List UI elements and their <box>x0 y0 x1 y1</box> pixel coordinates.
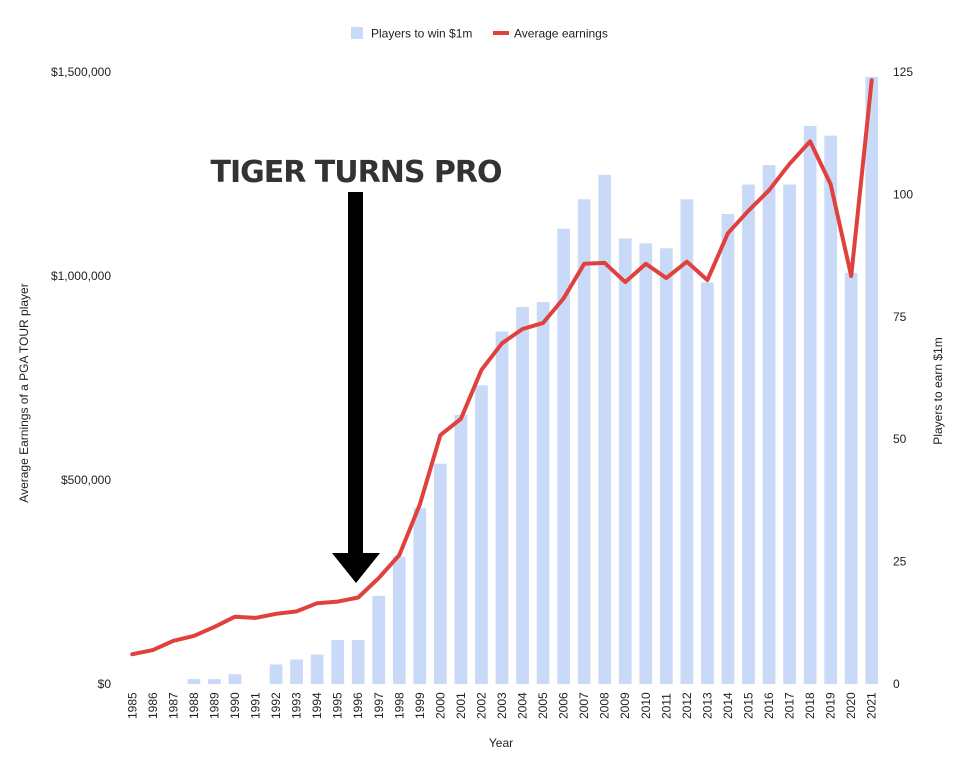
right-tick-label: 50 <box>893 432 907 446</box>
x-tick-label: 1990 <box>228 692 242 719</box>
bar-1989 <box>208 679 221 684</box>
right-axis: 0 25 50 75 100 125 <box>893 65 913 691</box>
x-tick-label: 1997 <box>372 692 386 719</box>
bar-2008 <box>598 174 612 685</box>
right-tick-label: 125 <box>893 65 913 79</box>
x-tick-label: 2003 <box>495 692 509 719</box>
bar-2020 <box>844 272 858 684</box>
x-tick-label: 2004 <box>516 692 530 719</box>
bar-2007 <box>577 199 591 684</box>
x-tick-label: 1989 <box>207 692 221 719</box>
bar-2011 <box>659 248 673 685</box>
bar-2010 <box>639 243 653 685</box>
legend-swatch-line <box>493 31 509 35</box>
bar-2009 <box>618 238 632 685</box>
annotation-text: TIGER TURNS PRO <box>211 155 502 190</box>
bar-2017 <box>783 184 796 684</box>
legend-label-line: Average earnings <box>514 27 608 41</box>
x-tick-label: 1993 <box>290 692 304 719</box>
bar-2002 <box>475 385 488 684</box>
bar-1993 <box>290 659 303 684</box>
left-tick-label: $500,000 <box>61 473 111 487</box>
x-tick-label: 2014 <box>721 692 735 719</box>
bar-1992 <box>269 664 283 684</box>
x-tick-label: 1991 <box>249 692 263 719</box>
x-tick-label: 1998 <box>392 692 406 719</box>
bar-2016 <box>762 165 776 685</box>
x-tick-label: 2015 <box>741 692 755 719</box>
x-tick-label: 2001 <box>454 692 468 719</box>
x-tick-label: 1992 <box>269 692 283 719</box>
x-tick-label: 2010 <box>639 692 653 719</box>
bar-1996 <box>351 639 365 684</box>
bar-1995 <box>331 639 345 684</box>
bar-2021 <box>865 76 879 684</box>
x-tick-label: 2000 <box>433 692 447 719</box>
right-tick-label: 25 <box>893 555 907 569</box>
x-tick-label: 2016 <box>762 692 776 719</box>
x-tick-label: 1986 <box>146 692 160 719</box>
left-axis: $0 $500,000 $1,000,000 $1,500,000 <box>51 65 111 691</box>
right-axis-title: Players to earn $1m <box>931 337 945 444</box>
left-tick-label: $0 <box>98 677 112 691</box>
x-tick-label: 1985 <box>125 692 139 719</box>
annotation-arrow-head <box>332 553 380 583</box>
annotation-tiger: TIGER TURNS PRO <box>211 155 502 583</box>
x-axis-title: Year <box>489 736 513 750</box>
x-tick-label: 1988 <box>187 692 201 719</box>
bar-2013 <box>701 282 714 684</box>
legend: Players to win $1m Average earnings <box>351 27 608 41</box>
right-tick-label: 75 <box>893 310 907 324</box>
x-tick-label: 1995 <box>331 692 345 719</box>
x-tick-label: 1999 <box>413 692 427 719</box>
bar-2018 <box>803 125 817 684</box>
x-tick-label: 1996 <box>351 692 365 719</box>
right-tick-label: 100 <box>893 187 913 201</box>
right-tick-label: 0 <box>893 677 900 691</box>
bar-1990 <box>228 674 242 684</box>
x-tick-label: 2018 <box>803 692 817 719</box>
bar-1994 <box>310 654 324 684</box>
x-axis: 1985 1986 1987 1988 1989 1990 1991 1992 1993 1994… <box>125 692 878 719</box>
x-tick-label: 2005 <box>536 692 550 719</box>
x-tick-label: 2013 <box>700 692 714 719</box>
bar-2014 <box>721 213 735 684</box>
legend-swatch-bars <box>351 27 363 39</box>
bar-2001 <box>454 414 468 684</box>
bar-1999 <box>413 507 427 684</box>
x-tick-label: 2021 <box>865 692 879 719</box>
x-tick-label: 2002 <box>474 692 488 719</box>
bar-2000 <box>434 463 447 684</box>
x-tick-label: 2006 <box>557 692 571 719</box>
line-series <box>130 78 874 657</box>
left-tick-label: $1,500,000 <box>51 65 111 79</box>
bar-2006 <box>557 228 570 684</box>
x-tick-label: 2019 <box>824 692 838 719</box>
bar-1998 <box>392 556 406 684</box>
bar-series <box>187 76 879 685</box>
x-tick-label: 2020 <box>844 692 858 719</box>
bar-2004 <box>516 307 529 684</box>
legend-label-bars: Players to win $1m <box>371 27 472 41</box>
left-tick-label: $1,000,000 <box>51 269 111 283</box>
x-tick-label: 2007 <box>577 692 591 719</box>
x-tick-label: 2012 <box>680 692 694 719</box>
x-tick-label: 2009 <box>618 692 632 719</box>
bar-2015 <box>742 184 755 684</box>
bar-1997 <box>372 595 386 684</box>
annotation-arrow-shaft <box>348 192 363 554</box>
x-tick-label: 1994 <box>310 692 324 719</box>
x-tick-label: 1987 <box>166 692 180 719</box>
x-tick-label: 2011 <box>659 693 673 719</box>
left-axis-title: Average Earnings of a PGA TOUR player <box>17 283 31 502</box>
x-tick-label: 2017 <box>783 692 797 719</box>
bar-2005 <box>536 302 550 684</box>
bar-2012 <box>680 199 694 684</box>
bar-2019 <box>824 135 838 684</box>
bar-1988 <box>187 679 201 684</box>
bar-2003 <box>495 331 509 684</box>
x-tick-label: 2008 <box>598 692 612 719</box>
